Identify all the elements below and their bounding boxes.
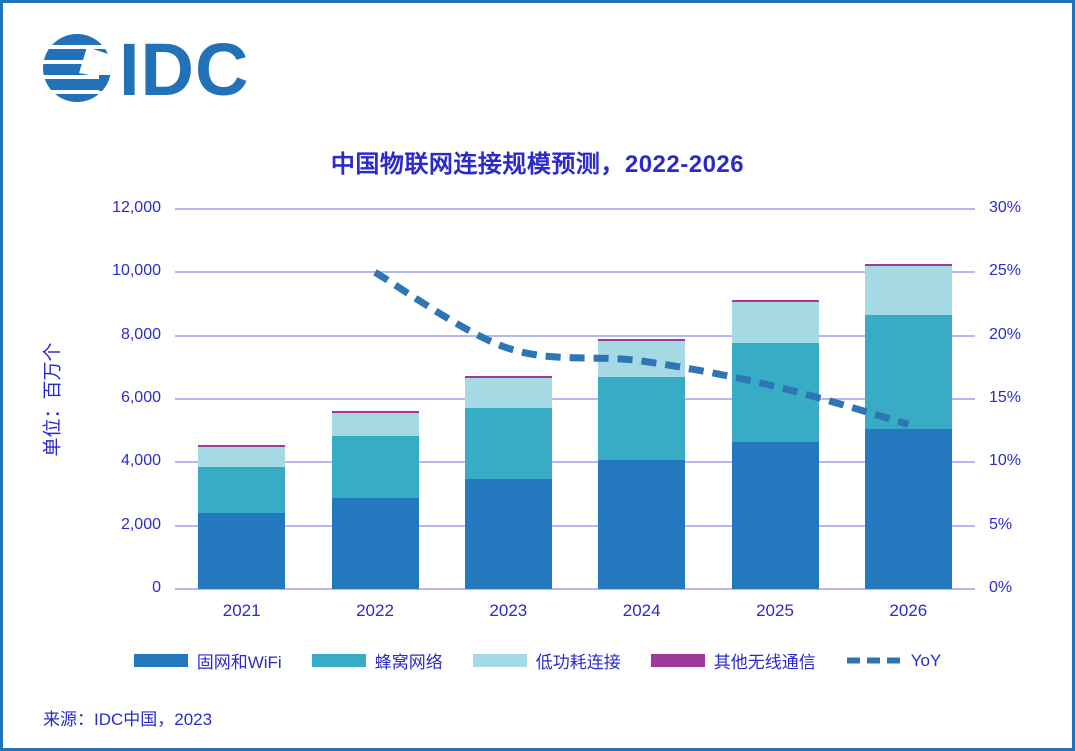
- bar-segment: [464, 375, 552, 378]
- bar-segment: [731, 301, 819, 343]
- chart-title: 中国物联网连接规模预测，2022-2026: [330, 151, 745, 178]
- bar-segment: [731, 442, 819, 589]
- bar-segment: [731, 299, 819, 302]
- x-axis-tick-label: 2024: [622, 601, 661, 620]
- logo-text: IDC: [119, 28, 249, 107]
- legend-swatch-icon: [133, 654, 188, 667]
- gridline: [175, 588, 975, 590]
- legend-label: 低功耗连接: [535, 653, 621, 672]
- bar-2022: [331, 410, 419, 589]
- gridline: [175, 271, 975, 274]
- y-axis-left-tick-label: 2,000: [120, 515, 161, 533]
- legend: 固网和WiFi 蜂窝网络 低功耗连接 其他无线通信 YoY: [3, 648, 1072, 673]
- bar-2026: [864, 263, 952, 589]
- legend-label: YoY: [910, 650, 942, 670]
- bar-segment: [598, 339, 686, 342]
- y-axis-left-tick-label: 8,000: [120, 325, 161, 343]
- x-axis-tick-label: 2022: [356, 601, 394, 620]
- y-axis-right-tick-label: 30%: [989, 199, 1022, 216]
- bar-segment: [331, 412, 419, 436]
- legend-label: 蜂窝网络: [374, 653, 443, 672]
- yoy-line: [373, 269, 910, 428]
- gridline: [175, 334, 975, 337]
- yoy-dash-icon: [846, 657, 901, 664]
- bar-segment: [598, 460, 686, 589]
- bar-segment: [598, 341, 686, 377]
- x-axis-tick-label: 2023: [489, 601, 528, 620]
- legend-item: 低功耗连接: [472, 648, 621, 673]
- bar-segment: [464, 407, 552, 480]
- legend-item: 其他无线通信: [650, 648, 816, 673]
- source-note: 来源：IDC中国，2023: [43, 710, 213, 729]
- bar-2023: [464, 375, 552, 589]
- legend-label: 其他无线通信: [713, 653, 816, 672]
- y-axis-left-tick-label: 12,000: [112, 199, 161, 216]
- globe-icon: [43, 34, 111, 102]
- bar-segment: [598, 376, 686, 461]
- y-axis-right-tick-label: 5%: [989, 515, 1013, 533]
- gridline: [175, 208, 975, 210]
- bar-2021: [198, 445, 286, 589]
- bar-segment: [331, 410, 419, 413]
- bar-segment: [198, 445, 286, 448]
- y-axis-right-tick-label: 0%: [989, 579, 1013, 596]
- bar-segment: [864, 263, 952, 266]
- legend-item: 蜂窝网络: [311, 648, 443, 673]
- y-axis-right-tick-label: 20%: [989, 325, 1022, 343]
- bar-segment: [864, 428, 952, 589]
- gridline: [175, 524, 975, 527]
- legend-label: 固网和WiFi: [196, 653, 282, 672]
- bar-segment: [198, 467, 286, 513]
- legend-item-yoy: YoY: [846, 650, 942, 671]
- legend-swatch-icon: [472, 654, 527, 667]
- bar-segment: [464, 479, 552, 589]
- y-axis-right-tick-label: 10%: [989, 452, 1022, 470]
- y-axis-right-tick-label: 25%: [989, 262, 1022, 280]
- bar-segment: [864, 314, 952, 429]
- bar-segment: [331, 497, 419, 589]
- bar-segment: [198, 447, 286, 468]
- legend-swatch-icon: [311, 654, 366, 667]
- x-axis-tick-label: 2026: [889, 601, 928, 620]
- y-axis-left-tick-label: 10,000: [112, 262, 161, 280]
- y-axis-right-tick-label: 15%: [989, 389, 1022, 406]
- gridline: [175, 461, 975, 464]
- x-axis-tick-label: 2021: [222, 601, 261, 620]
- gridline: [175, 398, 975, 400]
- idc-logo: IDC: [43, 28, 249, 107]
- legend-item: 固网和WiFi: [133, 648, 282, 673]
- y-axis-left-tick-label: 0: [152, 579, 161, 596]
- bar-segment: [864, 265, 952, 315]
- bar-segment: [198, 513, 286, 589]
- bar-segment: [331, 435, 419, 498]
- plot-area: [175, 208, 975, 590]
- x-axis-tick-label: 2025: [756, 601, 794, 620]
- bar-segment: [731, 342, 819, 443]
- y-axis-left-tick-label: 6,000: [120, 389, 161, 406]
- bar-2024: [598, 339, 686, 589]
- y-axis-left-tick-label: 4,000: [120, 452, 161, 470]
- legend-swatch-icon: [650, 654, 705, 667]
- bar-segment: [464, 377, 552, 408]
- bar-2025: [731, 299, 819, 589]
